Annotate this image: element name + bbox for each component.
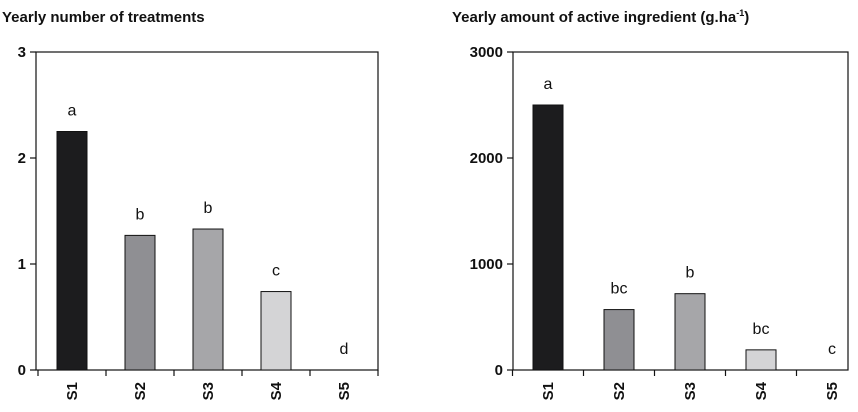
- bar-s4: [745, 349, 777, 371]
- bar-s3: [192, 228, 224, 371]
- bar-s1: [532, 104, 564, 371]
- y-tick-label: 0: [18, 362, 26, 379]
- x-category-label: S3: [200, 382, 217, 400]
- x-category-label: S3: [682, 382, 699, 400]
- chart-treatments: Yearly number of treatments 0 1 2 3 a S1 b S2 b S…: [2, 9, 379, 400]
- bar-s2: [603, 309, 635, 371]
- x-category-label: S5: [336, 382, 353, 400]
- significance-letter: bc: [753, 321, 770, 338]
- y-tick-label: 1: [18, 256, 26, 273]
- significance-letter: b: [686, 265, 695, 282]
- significance-letter: bc: [611, 281, 628, 298]
- bar-s1: [56, 131, 88, 371]
- x-category-label: S4: [268, 381, 285, 400]
- significance-letter: b: [136, 206, 145, 223]
- y-tick-label: 3000: [470, 44, 503, 61]
- significance-letter: a: [68, 103, 77, 120]
- x-category-label: S4: [753, 381, 770, 400]
- y-tick-label: 3: [18, 44, 26, 61]
- y-tick-label: 2: [18, 150, 26, 167]
- x-category-label: S2: [611, 382, 628, 400]
- significance-letter: b: [204, 200, 213, 217]
- significance-letter: d: [340, 341, 349, 358]
- y-tick-label: 0: [495, 362, 503, 379]
- x-category-label: S1: [540, 382, 557, 400]
- bar-s3: [674, 293, 706, 371]
- significance-letter: a: [544, 76, 553, 93]
- x-category-label: S2: [132, 382, 149, 400]
- chart-title: Yearly amount of active ingredient (g.ha…: [452, 8, 749, 26]
- bar-s4: [260, 291, 292, 371]
- bar-s2: [124, 234, 156, 371]
- x-category-label: S1: [64, 382, 81, 400]
- y-tick-label: 1000: [470, 256, 503, 273]
- chart-title: Yearly number of treatments: [2, 9, 205, 26]
- chart-active-ingredient: Yearly amount of active ingredient (g.ha…: [452, 8, 849, 400]
- significance-letter: c: [828, 341, 836, 358]
- y-tick-label: 2000: [470, 150, 503, 167]
- x-category-label: S5: [824, 382, 841, 400]
- significance-letter: c: [272, 263, 280, 280]
